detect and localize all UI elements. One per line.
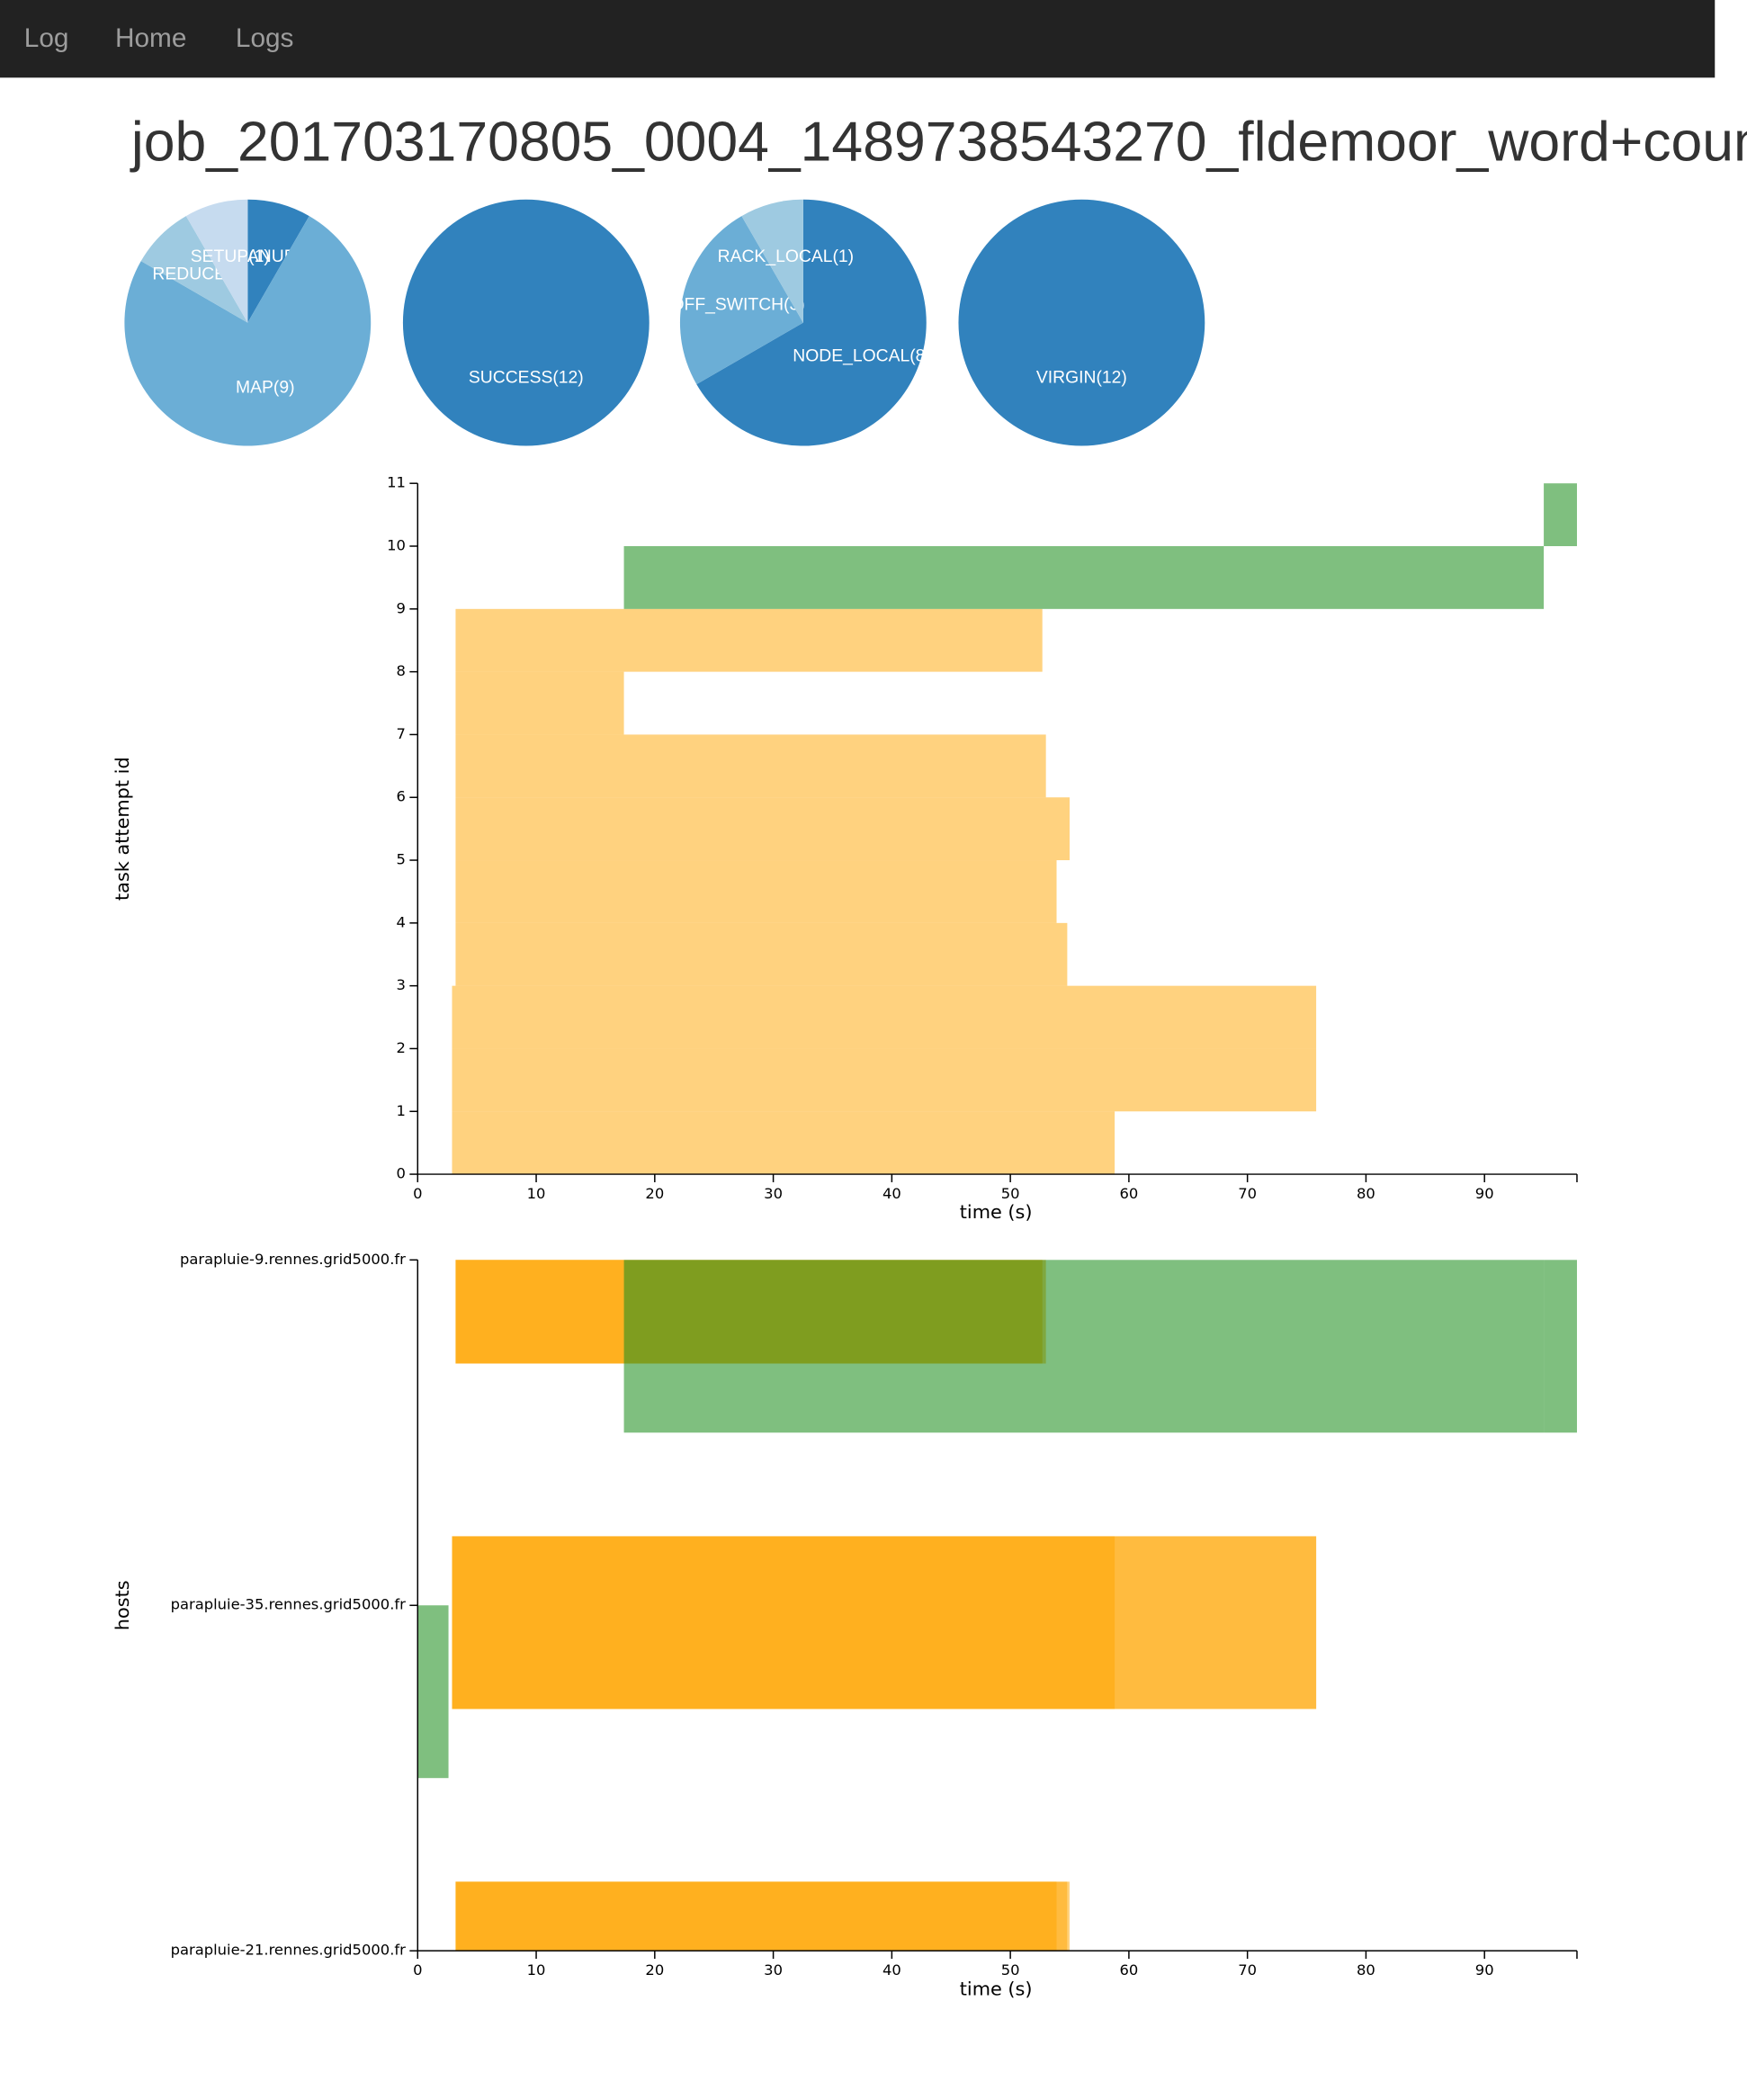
task-bar	[623, 1260, 1545, 1433]
x-tick-label: 50	[1001, 1961, 1020, 1979]
pie-label: SUCCESS(12)	[469, 367, 584, 387]
x-tick-label: 20	[645, 1185, 664, 1202]
task-bar	[1544, 483, 1577, 547]
x-tick-label: 0	[413, 1185, 422, 1202]
navbar: Log Home Logs	[0, 0, 1716, 78]
pie-label: OFF_SWITCH(3)	[671, 294, 805, 314]
x-tick-label: 0	[413, 1961, 422, 1979]
x-tick-label: 40	[882, 1185, 901, 1202]
x-tick-label: 30	[764, 1185, 783, 1202]
y-tick-label: parapluie-9.rennes.grid5000.fr	[180, 1251, 406, 1268]
x-tick-label: 70	[1238, 1961, 1257, 1979]
task-bar	[455, 671, 624, 735]
y-tick-label: 9	[396, 599, 405, 616]
nav-brand[interactable]: Log	[23, 23, 69, 54]
pie-slice	[140, 216, 248, 323]
y-tick-label: 10	[387, 537, 406, 554]
x-tick-label: 80	[1357, 1185, 1375, 1202]
y-tick-label: 4	[396, 913, 405, 930]
page-title: job_201703170805_0004_1489738543270_flde…	[130, 110, 1747, 173]
task-bar	[455, 922, 1068, 986]
task-bar	[452, 985, 1317, 1049]
y-tick-label: 5	[396, 851, 405, 868]
x-tick-label: 60	[1119, 1185, 1138, 1202]
task-bar	[623, 546, 1545, 609]
y-tick-label: 1	[396, 1102, 405, 1119]
pie-label: NODE_LOCAL(8)	[793, 346, 931, 365]
pie-slice	[247, 199, 309, 323]
x-tick-label: 40	[882, 1961, 901, 1979]
y-tick-label: parapluie-35.rennes.grid5000.fr	[171, 1596, 407, 1613]
x-tick-label: 20	[645, 1961, 664, 1979]
pie-label: RACK_LOCAL(1)	[718, 247, 854, 266]
y-tick-label: parapluie-21.rennes.grid5000.fr	[171, 1942, 407, 1959]
x-tick-label: 10	[527, 1961, 546, 1979]
x-tick-label: 30	[764, 1961, 783, 1979]
y-axis-title: task attempt id	[112, 757, 133, 901]
x-axis-title: time (s)	[960, 1978, 1033, 1999]
task-bar	[455, 734, 1046, 798]
y-tick-label: 6	[396, 788, 405, 805]
pie-slice	[958, 199, 1205, 446]
nav-link[interactable]: Home	[114, 23, 187, 54]
x-axis-title: time (s)	[960, 1201, 1033, 1223]
task-bar	[455, 860, 1057, 923]
x-tick-label: 90	[1475, 1961, 1494, 1979]
y-tick-label: 2	[396, 1039, 405, 1056]
y-tick-label: 0	[396, 1165, 405, 1182]
task-bar	[1544, 1260, 1577, 1433]
task-bar	[455, 797, 1071, 861]
task-bar	[452, 1536, 1317, 1710]
pie-label: SETUP(1)	[191, 247, 270, 266]
pie-label: VIRGIN(12)	[1036, 367, 1127, 387]
y-tick-label: 11	[387, 474, 406, 491]
pie-slice	[679, 216, 803, 385]
y-axis-title: hosts	[112, 1580, 133, 1630]
nav-link[interactable]: Logs	[235, 23, 294, 54]
x-tick-label: 90	[1475, 1185, 1494, 1202]
pie-slice	[185, 199, 248, 323]
pie-slice	[402, 199, 650, 446]
x-tick-label: 60	[1119, 1961, 1138, 1979]
x-tick-label: 50	[1001, 1185, 1020, 1202]
task-bar	[455, 1881, 1071, 1952]
pie-label: MAP(9)	[236, 377, 295, 397]
pie-slice	[741, 199, 803, 323]
y-tick-label: 3	[396, 976, 405, 993]
x-tick-label: 10	[527, 1185, 546, 1202]
x-tick-label: 70	[1238, 1185, 1257, 1202]
task-bar	[452, 1048, 1317, 1112]
pie-slice	[124, 216, 372, 446]
y-tick-label: 7	[396, 725, 405, 742]
x-tick-label: 80	[1357, 1961, 1375, 1979]
y-tick-label: 8	[396, 662, 405, 679]
task-bar	[455, 608, 1043, 672]
task-bar	[452, 1111, 1115, 1175]
pie-slice	[696, 199, 927, 446]
task-bar	[417, 1605, 449, 1779]
